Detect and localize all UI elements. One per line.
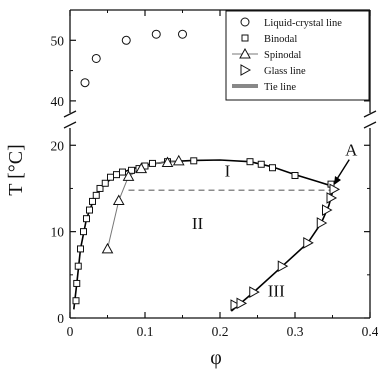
data-markers	[72, 29, 341, 311]
binodal-point	[246, 158, 254, 166]
binodal-point	[86, 206, 93, 214]
legend-label-binodal: Binodal	[264, 34, 297, 45]
binodal-point	[113, 171, 120, 179]
legend-swatch-spinodal	[239, 47, 251, 59]
glass-line-point	[303, 237, 314, 249]
glass-line-point	[326, 192, 338, 204]
binodal-point	[77, 245, 84, 253]
binodal-point	[92, 191, 100, 199]
binodal-point	[269, 164, 276, 172]
liquid-crystal-line-point	[151, 29, 161, 39]
glass-line-point	[322, 204, 333, 216]
spinodal-point	[172, 154, 185, 166]
glass-line-point	[316, 217, 328, 229]
annotation-a-arrow	[336, 159, 350, 180]
binodal-fit-curve	[73, 159, 335, 310]
break-mark-left-2	[63, 121, 77, 129]
x-tick-label: 0.2	[212, 324, 229, 339]
legend-swatch-glass-line	[240, 64, 252, 76]
y-tick-label-upper: 40	[51, 94, 65, 109]
liquid-crystal-line-point	[80, 78, 90, 88]
binodal-point	[101, 179, 109, 187]
annotation-iii: III	[268, 281, 285, 300]
legend-swatch-liquid-crystal-line	[240, 17, 250, 27]
spinodal-point	[135, 162, 148, 174]
binodal-point	[257, 160, 265, 168]
legend-swatch-binodal	[241, 34, 249, 42]
liquid-crystal-line-point	[178, 29, 187, 39]
spinodal-point	[161, 156, 174, 168]
binodal-point	[96, 184, 104, 192]
x-tick-label: 0.1	[137, 324, 154, 339]
legend-label-spinodal: Spinodal	[264, 50, 301, 61]
y-axis-title: T [°C]	[5, 144, 27, 196]
spinodal-point	[122, 170, 135, 181]
glass-line-point	[230, 299, 242, 311]
annotation-a: A	[345, 141, 358, 160]
axis-break-marks	[63, 110, 377, 129]
binodal-point	[128, 166, 135, 174]
axis-tick-labels: 0 0.1 0.2 0.3 0.4 0 10 20 40 50	[51, 33, 378, 339]
binodal-point	[72, 297, 80, 305]
y-tick-label: 10	[51, 225, 65, 240]
y-tick-label: 20	[51, 138, 65, 153]
x-axis-title: φ	[210, 347, 222, 369]
legend-label-glass-line: Glass line	[264, 66, 306, 77]
binodal-point	[89, 197, 96, 205]
binodal-point	[190, 157, 198, 165]
annotation-a-arrowhead	[334, 176, 341, 185]
spinodal-point	[101, 242, 114, 254]
break-mark-right-1	[363, 110, 377, 118]
binodal-point	[291, 172, 299, 179]
break-mark-right-2	[363, 121, 377, 129]
y-tick-label-upper: 50	[51, 33, 65, 48]
binodal-point	[107, 173, 114, 181]
glass-line-point	[277, 260, 289, 273]
annotation-i: I	[225, 161, 231, 180]
binodal-point	[80, 228, 87, 236]
binodal-point	[73, 279, 81, 287]
binodal-point	[149, 159, 156, 167]
x-tick-label: 0.3	[287, 324, 304, 339]
break-mark-left-1	[63, 110, 77, 118]
x-tick-label: 0.4	[362, 324, 378, 339]
y-tick-label: 0	[57, 311, 64, 326]
legend-label-tie-line: Tie line	[264, 82, 296, 93]
x-tick-label: 0	[67, 324, 74, 339]
binodal-point	[119, 168, 126, 176]
legend-label-liquid-crystal-line: Liquid-crystal line	[264, 18, 342, 29]
legend: Liquid-crystal line Binodal Spinodal Glass …	[225, 10, 370, 101]
annotation-ii: II	[192, 214, 204, 233]
axis-ticks	[69, 10, 371, 319]
glass-line-point	[249, 286, 260, 298]
glass-line-point	[236, 297, 248, 310]
liquid-crystal-line-point	[121, 35, 131, 45]
fitted-curves	[73, 159, 335, 312]
binodal-point	[74, 262, 82, 270]
binodal-point	[83, 215, 90, 223]
liquid-crystal-line-point	[91, 53, 101, 63]
spinodal-point	[112, 194, 125, 206]
glass-line-point	[329, 183, 341, 196]
